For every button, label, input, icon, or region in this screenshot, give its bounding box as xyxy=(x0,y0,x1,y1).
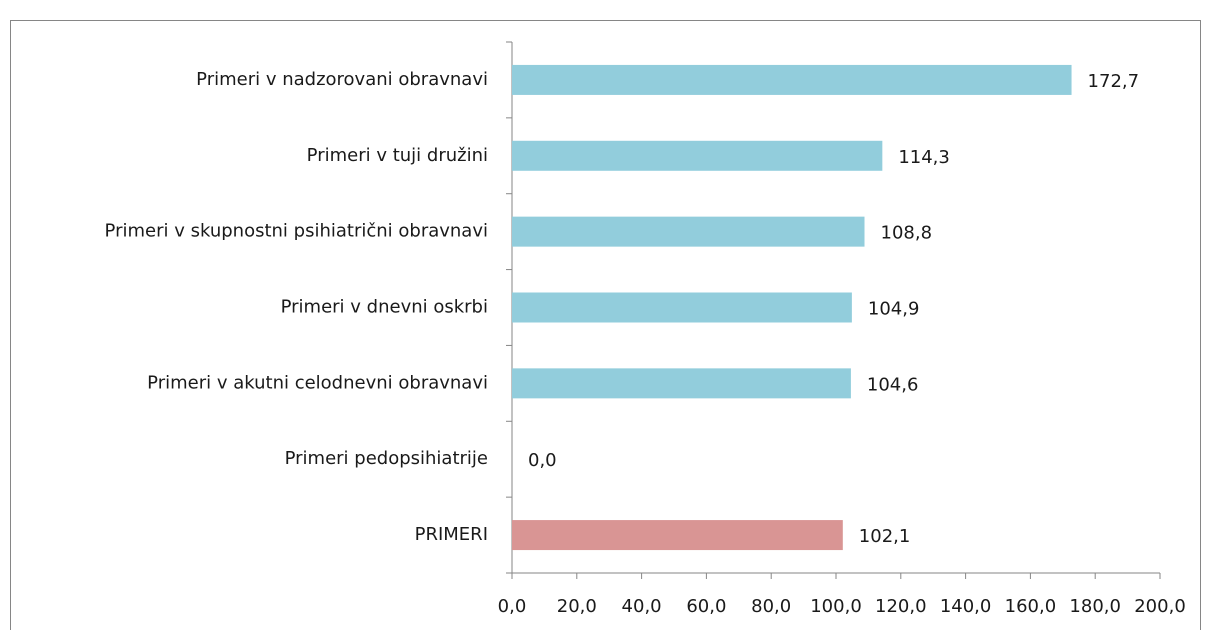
bar xyxy=(512,140,883,171)
x-tick-label: 20,0 xyxy=(557,596,597,617)
value-label: 172,7 xyxy=(1088,71,1140,92)
value-label: 102,1 xyxy=(859,526,911,547)
x-tick-label: 80,0 xyxy=(751,596,791,617)
y-tick-label: Primeri v dnevni oskrbi xyxy=(281,297,488,318)
y-tick-label: Primeri v nadzorovani obravnavi xyxy=(196,69,488,90)
bar xyxy=(512,520,843,551)
value-label: 104,9 xyxy=(868,299,920,320)
x-tick-label: 180,0 xyxy=(1069,596,1121,617)
y-tick-label: PRIMERI xyxy=(415,524,488,545)
x-tick-label: 60,0 xyxy=(686,596,726,617)
y-tick-label: Primeri v tuji družini xyxy=(307,145,488,166)
value-label: 114,3 xyxy=(898,147,950,168)
x-tick-label: 200,0 xyxy=(1134,596,1186,617)
bar xyxy=(512,216,865,247)
bar xyxy=(512,368,851,399)
x-tick-label: 140,0 xyxy=(940,596,992,617)
y-tick-label: Primeri pedopsihiatrije xyxy=(285,448,488,469)
bar xyxy=(512,292,852,323)
value-label: 0,0 xyxy=(528,450,557,471)
x-tick-label: 40,0 xyxy=(622,596,662,617)
y-tick-label: Primeri v skupnostni psihiatrični obravn… xyxy=(105,221,488,242)
x-tick-label: 0,0 xyxy=(498,596,527,617)
bar xyxy=(512,64,1072,95)
value-label: 108,8 xyxy=(881,223,933,244)
x-tick-label: 120,0 xyxy=(875,596,927,617)
x-tick-label: 160,0 xyxy=(1005,596,1057,617)
value-label: 104,6 xyxy=(867,374,919,395)
x-tick-label: 100,0 xyxy=(810,596,862,617)
y-tick-label: Primeri v akutni celodnevni obravnavi xyxy=(147,372,488,393)
